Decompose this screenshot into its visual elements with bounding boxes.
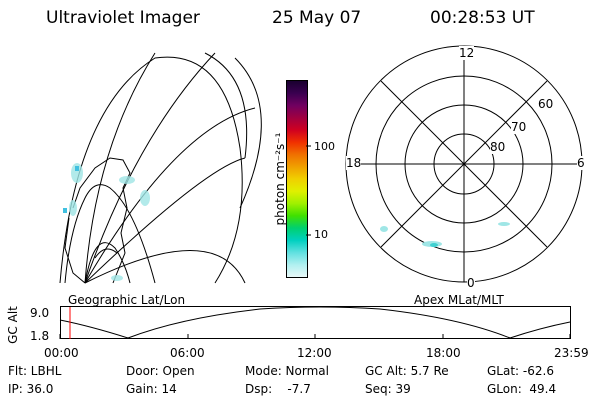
alt-xtick-2: 12:00 <box>297 346 332 360</box>
colorbar-tick-10: 10 <box>314 228 328 241</box>
status-door: Door: Open <box>126 364 195 378</box>
alt-ylabel: GC Alt <box>5 306 20 344</box>
altitude-plot <box>59 306 571 339</box>
status-dsp: Dsp: -7.7 <box>245 382 311 396</box>
status-mode: Mode: Normal <box>245 364 329 378</box>
lat-label-80: 80 <box>490 140 506 154</box>
colorbar-ticks <box>306 145 311 236</box>
polar-plot <box>345 45 583 283</box>
alt-xtick-3: 18:00 <box>426 346 461 360</box>
mlt-label-12: 12 <box>459 46 475 60</box>
alt-xtick-0: 00:00 <box>44 346 79 360</box>
left-panel-caption: Geographic Lat/Lon <box>68 293 186 307</box>
mlt-label-0: 0 <box>467 276 475 290</box>
lat-label-70: 70 <box>511 120 527 134</box>
alt-ytick-bottom: 1.8 <box>30 329 50 343</box>
alt-xtick-1: 06:00 <box>170 346 205 360</box>
date-label: 25 May 07 <box>272 8 362 28</box>
mlt-label-18: 18 <box>346 156 362 170</box>
status-ip: IP: 36.0 <box>8 382 54 396</box>
colorbar-label: photon cm⁻²s⁻¹ <box>273 132 287 226</box>
time-label: 00:28:53 UT <box>430 8 535 28</box>
alt-xtick-4: 23:59 <box>554 346 589 360</box>
colorbar <box>286 80 308 278</box>
mlt-label-6: 6 <box>577 156 585 170</box>
status-flt: Flt: LBHL <box>8 364 62 378</box>
right-panel-caption: Apex MLat/MLT <box>414 293 504 307</box>
status-gain: Gain: 14 <box>126 382 177 396</box>
colorbar-tick-100: 100 <box>314 140 335 153</box>
status-glon: GLon: 49.4 <box>487 382 557 396</box>
status-gcalt: GC Alt: 5.7 Re <box>365 364 449 378</box>
lat-label-60: 60 <box>538 97 554 111</box>
status-seq: Seq: 39 <box>365 382 411 396</box>
status-glat: GLat: -62.6 <box>487 364 554 378</box>
instrument-title: Ultraviolet Imager <box>46 8 200 28</box>
alt-ytick-top: 9.0 <box>30 306 50 320</box>
geographic-map <box>59 52 262 284</box>
